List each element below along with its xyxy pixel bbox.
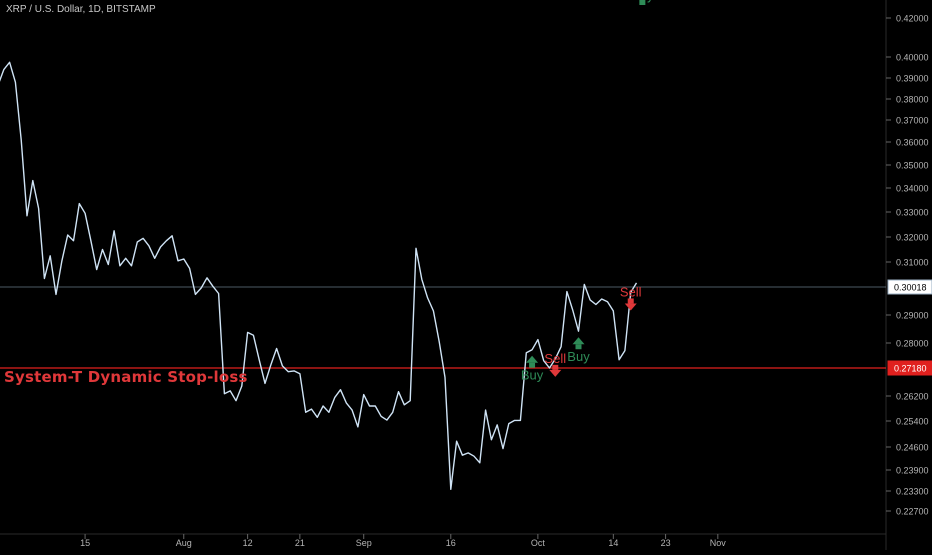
price-tick-label: 0.42000 bbox=[896, 14, 929, 24]
sell-arrow-stem bbox=[627, 298, 634, 304]
price-tick-label: 0.25400 bbox=[896, 417, 929, 427]
signal-markers: BuySellBuySellBuy bbox=[521, 0, 654, 383]
stop-loss-label: System-T Dynamic Stop-loss bbox=[4, 368, 248, 386]
time-tick-label: Aug bbox=[176, 538, 192, 548]
price-tick-label: 0.40000 bbox=[896, 53, 929, 63]
buy-arrow-stem bbox=[575, 344, 582, 350]
price-tick-label: 0.38000 bbox=[896, 95, 929, 105]
price-tick-label: 0.22700 bbox=[896, 507, 929, 517]
time-tick-label: 16 bbox=[446, 538, 456, 548]
price-tick-label: 0.33000 bbox=[896, 208, 929, 218]
price-tick-label: 0.39000 bbox=[896, 74, 929, 84]
price-tick-label: 0.35000 bbox=[896, 161, 929, 171]
buy-signal-label: Buy bbox=[567, 349, 590, 364]
buy-arrow-stem bbox=[529, 362, 536, 368]
time-tick-label: 21 bbox=[295, 538, 305, 548]
last-price-badge-box bbox=[887, 279, 932, 295]
price-tick-label: 0.23900 bbox=[896, 466, 929, 476]
time-tick-label: Nov bbox=[710, 538, 727, 548]
price-tick-label: 0.37000 bbox=[896, 116, 929, 126]
time-tick-label: 23 bbox=[661, 538, 671, 548]
buy-signal-label: Buy bbox=[631, 0, 654, 3]
plot-lines bbox=[0, 61, 886, 490]
buy-arrow-icon bbox=[572, 337, 585, 345]
buy-signal-label: Buy bbox=[521, 368, 544, 383]
price-tick-label: 0.24600 bbox=[896, 443, 929, 453]
price-tick-label: 0.23300 bbox=[896, 487, 929, 497]
time-tick-label: 15 bbox=[80, 538, 90, 548]
time-axis[interactable]: 15 Aug 12 21 Sep 16 Oct 14 23 Nov bbox=[0, 533, 886, 548]
time-tick-label: Oct bbox=[531, 538, 546, 548]
price-tick-label: 0.31000 bbox=[896, 258, 929, 268]
price-tick-label: 0.26200 bbox=[896, 392, 929, 402]
time-tick-label: 12 bbox=[243, 538, 253, 548]
sell-signal-label: Sell bbox=[620, 284, 642, 299]
price-badges: 0.30018 0.27180 bbox=[887, 279, 932, 376]
time-tick-label: 14 bbox=[608, 538, 618, 548]
stop-loss-badge-text: 0.27180 bbox=[894, 364, 927, 374]
sell-arrow-stem bbox=[552, 364, 559, 370]
stop-loss-badge-box bbox=[887, 360, 932, 376]
price-tick-label: 0.32000 bbox=[896, 233, 929, 243]
symbol-title: XRP / U.S. Dollar, 1D, BITSTAMP bbox=[6, 4, 156, 15]
price-tick-label: 0.29000 bbox=[896, 311, 929, 321]
buy-arrow-icon bbox=[526, 355, 539, 363]
time-tick-label: Sep bbox=[356, 538, 372, 548]
sell-arrow-icon bbox=[624, 303, 637, 311]
last-price-badge-text: 0.30018 bbox=[894, 283, 927, 293]
sell-signal-label: Sell bbox=[544, 351, 566, 366]
price-tick-label: 0.36000 bbox=[896, 138, 929, 148]
price-axis[interactable]: 0.42000 0.40000 0.39000 0.38000 0.37000 0.360… bbox=[885, 0, 929, 550]
price-series-line bbox=[0, 61, 638, 490]
sell-arrow-icon bbox=[549, 369, 562, 377]
price-tick-label: 0.34000 bbox=[896, 184, 929, 194]
buy-arrow-stem bbox=[639, 0, 646, 5]
price-tick-label: 0.28000 bbox=[896, 339, 929, 349]
